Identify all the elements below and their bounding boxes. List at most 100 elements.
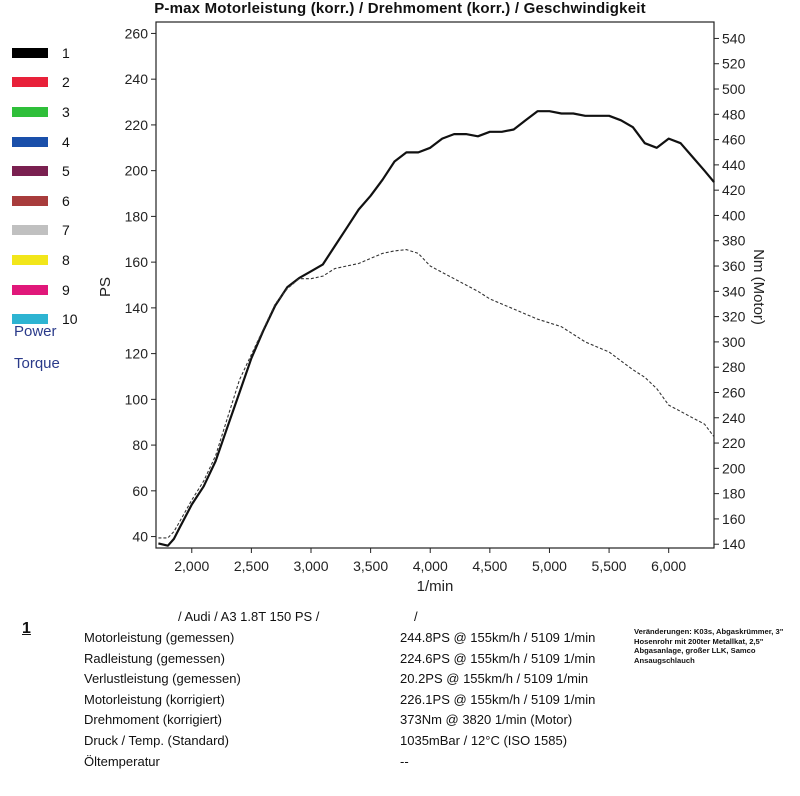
y-left-tick-label: 240 xyxy=(125,71,149,87)
legend-item: 5 xyxy=(12,156,78,186)
legend-swatch xyxy=(12,225,48,236)
legend-item: 3 xyxy=(12,97,78,127)
modifications-note: Veränderungen: K03s, Abgaskrümmer, 3" Ho… xyxy=(634,627,784,665)
legend-item-label: 8 xyxy=(62,251,70,268)
y-right-axis-title: Nm (Motor) xyxy=(750,249,767,325)
x-tick-label: 3,000 xyxy=(293,558,328,574)
y-right-tick-label: 380 xyxy=(722,233,746,249)
result-label: Verlustleistung (gemessen) xyxy=(84,671,241,687)
legend-item-label: 10 xyxy=(62,311,78,328)
x-axis-title: 1/min xyxy=(417,578,454,595)
y-left-tick-label: 40 xyxy=(132,529,148,545)
y-left-axis-title: PS xyxy=(97,277,114,297)
legend-item-label: 5 xyxy=(62,163,70,180)
legend-swatch xyxy=(12,284,48,295)
legend-swatch xyxy=(12,314,48,325)
x-tick-label: 2,500 xyxy=(234,558,269,574)
y-right-tick-label: 480 xyxy=(722,106,746,122)
y-right-tick-label: 360 xyxy=(722,258,746,274)
chart-title: P-max Motorleistung (korr.) / Drehmoment… xyxy=(154,0,646,17)
result-label: Drehmoment (korrigiert) xyxy=(84,712,222,728)
y-right-tick-label: 540 xyxy=(722,30,746,46)
result-label: Motorleistung (gemessen) xyxy=(84,630,235,645)
legend-swatch xyxy=(12,195,48,206)
x-tick-label: 4,000 xyxy=(413,558,448,574)
legend-item-label: 7 xyxy=(62,222,70,239)
y-left-tick-label: 80 xyxy=(132,437,148,453)
y-right-tick-label: 240 xyxy=(722,410,746,426)
legend-swatch xyxy=(12,166,48,177)
y-left-tick-label: 60 xyxy=(132,483,148,499)
y-right-tick-label: 140 xyxy=(722,536,746,552)
result-value: 244.8PS @ 155km/h / 5109 1/min xyxy=(400,630,596,645)
result-label: Öltemperatur xyxy=(84,753,160,769)
legend-item: 6 xyxy=(12,186,78,216)
legend-item: 7 xyxy=(12,216,78,246)
y-right-tick-label: 200 xyxy=(722,460,746,476)
x-tick-label: 5,000 xyxy=(532,558,567,574)
y-right-tick-label: 180 xyxy=(722,486,746,502)
legend-item-label: 6 xyxy=(62,192,70,209)
legend: 1 2 3 4 5 6 7 8 9 10 xyxy=(12,38,78,334)
y-right-tick-label: 280 xyxy=(722,359,746,375)
y-right-tick-label: 460 xyxy=(722,132,746,148)
y-right-tick-label: 340 xyxy=(722,283,746,299)
legend-item: 4 xyxy=(12,127,78,157)
legend-item-label: 3 xyxy=(62,103,70,120)
vehicle-suffix: / xyxy=(414,609,418,624)
y-left-tick-label: 260 xyxy=(125,25,149,41)
y-left-tick-label: 100 xyxy=(125,391,149,407)
legend-item: 10 xyxy=(12,304,78,334)
x-tick-label: 5,500 xyxy=(592,558,627,574)
result-label: Druck / Temp. (Standard) xyxy=(84,733,229,748)
x-tick-label: 3,500 xyxy=(353,558,388,574)
legend-item-label: 1 xyxy=(62,44,70,61)
y-left-tick-label: 220 xyxy=(125,117,149,133)
x-tick-label: 4,500 xyxy=(472,558,507,574)
legend-power-label: Power xyxy=(14,323,57,340)
legend-item-label: 9 xyxy=(62,281,70,298)
vehicle-label: / Audi / A3 1.8T 150 PS / xyxy=(178,609,320,624)
legend-swatch xyxy=(12,254,48,265)
legend-item: 1 xyxy=(12,38,78,68)
legend-item-label: 4 xyxy=(62,133,70,150)
legend-swatch xyxy=(12,106,48,117)
y-right-tick-label: 300 xyxy=(722,334,746,350)
legend-item: 8 xyxy=(12,245,78,275)
y-left-tick-label: 200 xyxy=(125,163,149,179)
plot-frame xyxy=(155,21,715,549)
legend-item-label: 2 xyxy=(62,74,70,91)
y-right-tick-label: 500 xyxy=(722,81,746,97)
run-number: 1 xyxy=(22,620,31,637)
y-right-tick-label: 160 xyxy=(722,511,746,527)
power-line xyxy=(158,110,715,547)
result-value: 226.1PS @ 155km/h / 5109 1/min xyxy=(400,691,596,707)
y-left-tick-label: 160 xyxy=(125,254,149,270)
y-left-tick-label: 180 xyxy=(125,208,149,224)
legend-item: 9 xyxy=(12,275,78,305)
legend-swatch xyxy=(12,47,48,58)
y-right-tick-label: 260 xyxy=(722,384,746,400)
result-value: 1035mBar / 12°C (ISO 1585) xyxy=(400,733,568,748)
result-value: 224.6PS @ 155km/h / 5109 1/min xyxy=(400,650,596,666)
result-label: Motorleistung (korrigiert) xyxy=(84,691,225,707)
legend-torque-label: Torque xyxy=(14,355,60,372)
legend-swatch xyxy=(12,77,48,88)
result-label: Radleistung (gemessen) xyxy=(84,650,225,666)
y-right-tick-label: 440 xyxy=(722,157,746,173)
dyno-chart: 2,000 2,500 3,000 3,500 4,000 4,500 5,000 5,500… xyxy=(97,21,767,595)
y-right-tick-label: 220 xyxy=(722,435,746,451)
torque-line xyxy=(158,249,715,539)
y-right-tick-label: 400 xyxy=(722,207,746,223)
y-left-tick-label: 120 xyxy=(125,346,149,362)
legend-item: 2 xyxy=(12,68,78,98)
y-left-tick-label: 140 xyxy=(125,300,149,316)
y-right-tick-label: 520 xyxy=(722,56,746,72)
x-tick-label: 6,000 xyxy=(651,558,686,574)
y-right-tick-label: 320 xyxy=(722,309,746,325)
result-value: 373Nm @ 3820 1/min (Motor) xyxy=(400,712,573,728)
legend-swatch xyxy=(12,136,48,147)
y-right-tick-label: 420 xyxy=(722,182,746,198)
result-value: 20.2PS @ 155km/h / 5109 1/min xyxy=(400,671,589,687)
result-value: -- xyxy=(400,753,409,769)
